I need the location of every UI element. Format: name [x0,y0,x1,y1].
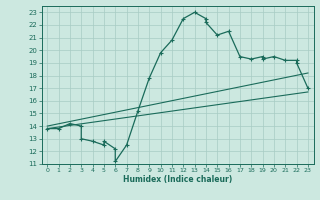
X-axis label: Humidex (Indice chaleur): Humidex (Indice chaleur) [123,175,232,184]
